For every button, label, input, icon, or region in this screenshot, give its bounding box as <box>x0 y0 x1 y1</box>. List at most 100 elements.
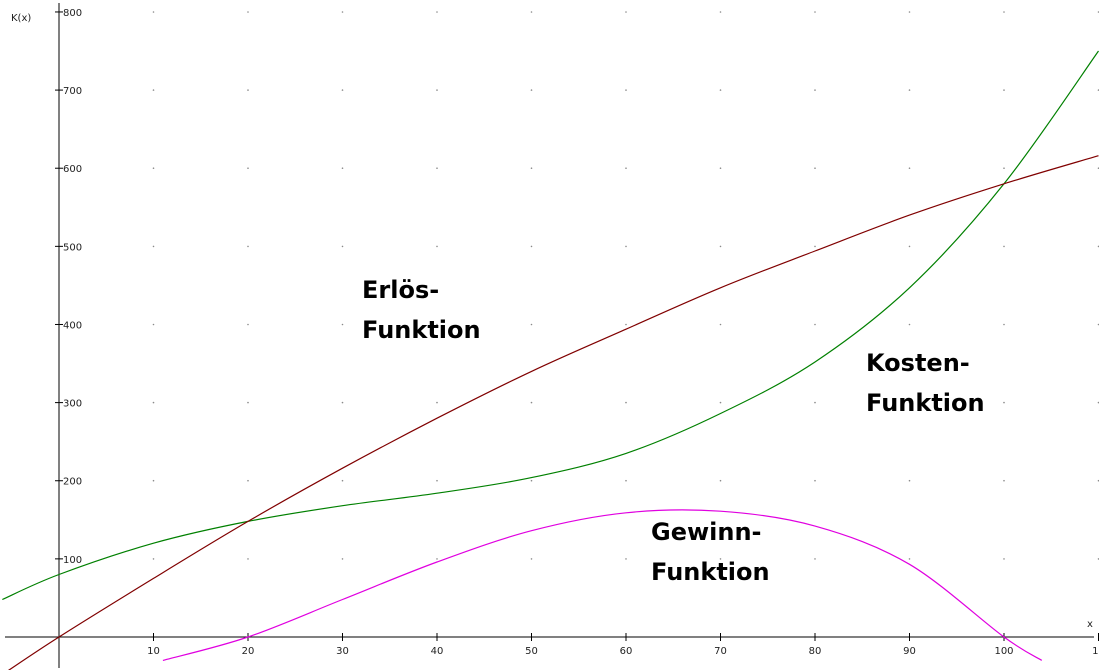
grid-dot <box>247 11 249 13</box>
y-tick-label: 600 <box>63 164 82 175</box>
grid-dot <box>436 401 438 404</box>
grid-dot <box>530 11 533 13</box>
y-tick-label: 200 <box>63 477 82 488</box>
grid-dot <box>341 401 344 404</box>
grid-dot <box>1003 11 1005 13</box>
grid-dot <box>719 558 722 560</box>
grid-dot <box>814 11 816 13</box>
grid-dot <box>908 245 911 248</box>
grid-dot <box>152 89 155 91</box>
gewinn-funktion-label: Gewinn- Funktion <box>651 518 770 586</box>
x-tick-label: 20 <box>242 646 255 657</box>
grid-dot <box>152 11 155 13</box>
grid-dot <box>530 479 533 482</box>
grid-dot <box>625 401 627 404</box>
grid-dot <box>152 479 155 482</box>
grid-dot <box>719 323 722 326</box>
grid-dot <box>814 479 816 482</box>
gewinn-label-line-1: Gewinn- <box>651 518 762 546</box>
grid-dot <box>719 245 722 248</box>
grid-dot <box>436 479 438 482</box>
grid-dot <box>625 11 627 13</box>
x-tick-label: 10 <box>147 646 160 657</box>
grid-dot <box>436 558 438 560</box>
grid-dot <box>625 245 627 248</box>
grid-dot <box>625 89 627 91</box>
grid-dot <box>152 167 155 169</box>
kosten-funktion-label: Kosten- Funktion <box>866 349 985 417</box>
grid-dot <box>530 558 533 560</box>
grid-dot <box>1003 245 1005 248</box>
grid-dot <box>247 401 249 404</box>
y-tick-label: 400 <box>63 320 82 331</box>
grid-dot <box>814 323 816 326</box>
grid-dot <box>247 558 249 560</box>
grid-dot <box>625 479 627 482</box>
y-tick-label: 300 <box>63 399 82 410</box>
grid-dot <box>719 11 722 13</box>
grid-dot <box>436 245 438 248</box>
grid-dot <box>341 11 344 13</box>
y-tick-label: 100 <box>63 555 82 566</box>
grid-dot <box>152 323 155 326</box>
grid-dot <box>530 401 533 404</box>
y-tick-label: 700 <box>63 86 82 97</box>
grid-dot <box>908 89 911 91</box>
grid-dot <box>908 401 911 404</box>
axis-ticks: 10 20 30 40 50 60 70 80 90 100 11 100 200 300 400 500 60… <box>55 8 1099 657</box>
grid-dot <box>814 401 816 404</box>
grid-dot <box>436 167 438 169</box>
series-lines <box>2 50 1099 670</box>
grid-dot <box>530 323 533 326</box>
y-tick-label: 500 <box>63 242 82 253</box>
grid-dot <box>530 89 533 91</box>
x-tick-label: 70 <box>714 646 727 657</box>
grid-dot <box>247 167 249 169</box>
grid-dot <box>152 558 155 560</box>
kosten-funktion-line <box>2 50 1099 601</box>
grid-dot <box>625 323 627 326</box>
x-tick-label: 40 <box>431 646 444 657</box>
grid-dot <box>436 89 438 91</box>
grid-dot <box>530 245 533 248</box>
erloes-funktion-line <box>7 155 1099 670</box>
grid-dot <box>341 479 344 482</box>
x-tick-label: 50 <box>525 646 538 657</box>
grid-dot <box>814 167 816 169</box>
x-tick-label: 90 <box>903 646 916 657</box>
grid-dot <box>719 167 722 169</box>
grid-dot <box>530 167 533 169</box>
y-tick-label: 800 <box>63 8 82 19</box>
grid-dot <box>341 89 344 91</box>
grid-dot <box>1003 558 1005 560</box>
x-tick-label: 11 <box>1092 646 1099 657</box>
grid-dot <box>1003 89 1005 91</box>
grid-dot <box>1003 401 1005 404</box>
grid-dot <box>436 323 438 326</box>
grid-dots <box>152 11 1099 560</box>
grid-dot <box>341 323 344 326</box>
x-axis-label: x <box>1087 619 1093 630</box>
axes <box>5 3 1094 668</box>
grid-dot <box>341 558 344 560</box>
grid-dot <box>625 167 627 169</box>
x-tick-label: 80 <box>809 646 822 657</box>
grid-dot <box>814 558 816 560</box>
grid-dot <box>436 11 438 13</box>
grid-dot <box>814 245 816 248</box>
grid-dot <box>1003 479 1005 482</box>
grid-dot <box>814 89 816 91</box>
grid-dot <box>908 479 911 482</box>
grid-dot <box>247 479 249 482</box>
x-tick-label: 30 <box>336 646 349 657</box>
grid-dot <box>908 558 911 560</box>
grid-dot <box>152 401 155 404</box>
erloes-funktion-label: Erlös- Funktion <box>362 276 481 344</box>
grid-dot <box>625 558 627 560</box>
grid-dot <box>719 479 722 482</box>
kosten-label-line-2: Funktion <box>866 389 985 417</box>
grid-dot <box>247 245 249 248</box>
grid-dot <box>908 323 911 326</box>
grid-dot <box>341 167 344 169</box>
grid-dot <box>908 11 911 13</box>
